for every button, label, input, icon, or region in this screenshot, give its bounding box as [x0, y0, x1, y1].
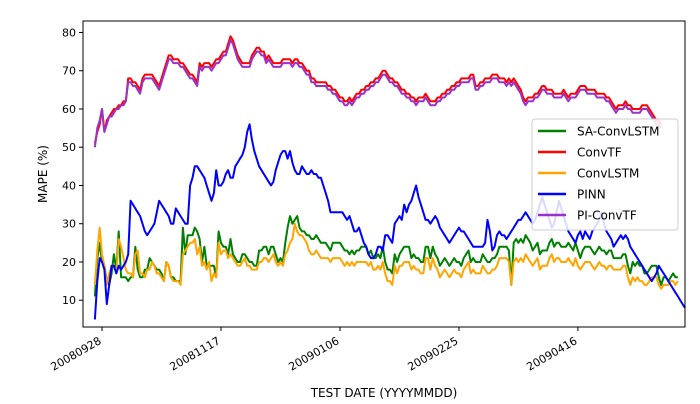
y-axis: 10 20 30 40 50 60 70 80 — [62, 26, 83, 307]
y-tick-label: 60 — [62, 103, 76, 116]
series-line-convtf — [93, 35, 663, 144]
series-layer — [93, 35, 686, 320]
series-line-pinn — [93, 123, 686, 320]
y-tick-label: 20 — [62, 256, 76, 269]
y-tick-label: 50 — [62, 141, 76, 154]
y-tick-label: 10 — [62, 294, 76, 307]
legend-label: SA-ConvLSTM — [577, 125, 660, 139]
series-line-convlstm — [93, 222, 679, 290]
legend-box — [531, 118, 679, 231]
x-axis: 20080928 20081117 20090106 20090225 20090416 — [49, 327, 579, 374]
y-tick-label: 30 — [62, 218, 76, 231]
plot-frame — [82, 20, 686, 328]
x-tick-label: 20090416 — [524, 334, 579, 373]
legend-label: PI-ConvTF — [577, 209, 637, 223]
y-tick-label: 40 — [62, 179, 76, 192]
y-tick-label: 80 — [62, 26, 76, 39]
legend-label: PINN — [577, 188, 606, 202]
legend-label: ConvLSTM — [577, 167, 639, 181]
x-tick-label: 20080928 — [49, 334, 104, 373]
y-axis-label: MAPE (%) — [36, 145, 50, 203]
legend-label: ConvTF — [577, 146, 622, 160]
x-tick-label: 20081117 — [168, 334, 223, 373]
series-line-pi-convtf — [93, 39, 663, 148]
legend: SA-ConvLSTM ConvTF ConvLSTM PINN PI-ConvTF — [531, 118, 679, 231]
y-tick-label: 70 — [62, 65, 76, 78]
x-tick-label: 20090225 — [405, 334, 460, 373]
series-line-sa-convlstm — [93, 215, 678, 297]
x-tick-label: 20090106 — [286, 334, 341, 373]
x-axis-label: TEST DATE (YYYYMMDD) — [310, 386, 458, 400]
